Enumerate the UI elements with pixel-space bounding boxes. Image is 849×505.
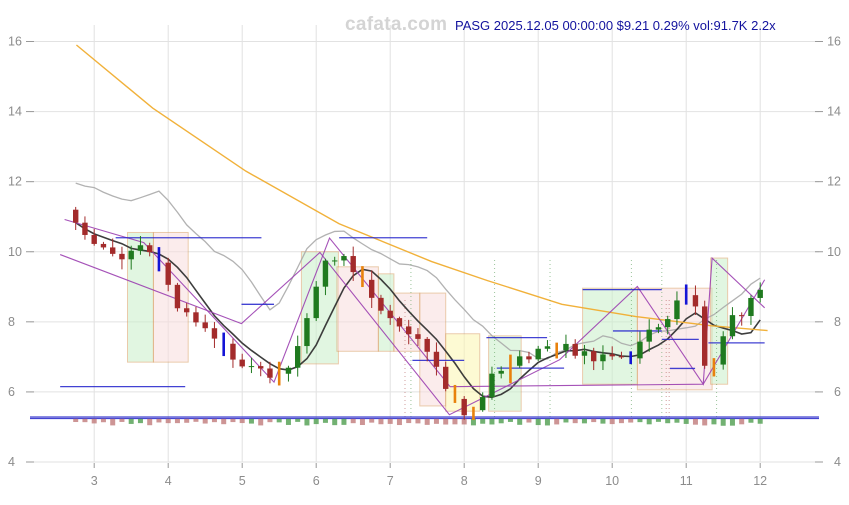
svg-text:8: 8 [8,315,15,329]
svg-text:cafata.com: cafata.com [345,14,447,35]
svg-text:6: 6 [8,385,15,399]
svg-text:16: 16 [827,35,841,49]
svg-text:5: 5 [239,474,246,488]
svg-text:8: 8 [461,474,468,488]
svg-text:4: 4 [165,474,172,488]
svg-text:PASG 2025.12.05 00:00:00 $9.21: PASG 2025.12.05 00:00:00 $9.21 0.29% vol… [455,18,776,33]
svg-text:4: 4 [8,455,15,469]
svg-text:10: 10 [605,474,619,488]
svg-text:16: 16 [8,35,22,49]
svg-text:4: 4 [834,455,841,469]
svg-text:10: 10 [827,245,841,259]
svg-text:11: 11 [680,474,693,488]
svg-text:6: 6 [313,474,320,488]
svg-text:9: 9 [535,474,542,488]
svg-text:6: 6 [834,385,841,399]
svg-text:7: 7 [387,474,394,488]
svg-text:8: 8 [834,315,841,329]
svg-text:3: 3 [91,474,98,488]
svg-text:12: 12 [8,175,22,189]
svg-text:14: 14 [827,105,841,119]
svg-text:10: 10 [8,245,22,259]
svg-text:12: 12 [827,175,841,189]
svg-text:14: 14 [8,105,22,119]
svg-text:12: 12 [753,474,767,488]
